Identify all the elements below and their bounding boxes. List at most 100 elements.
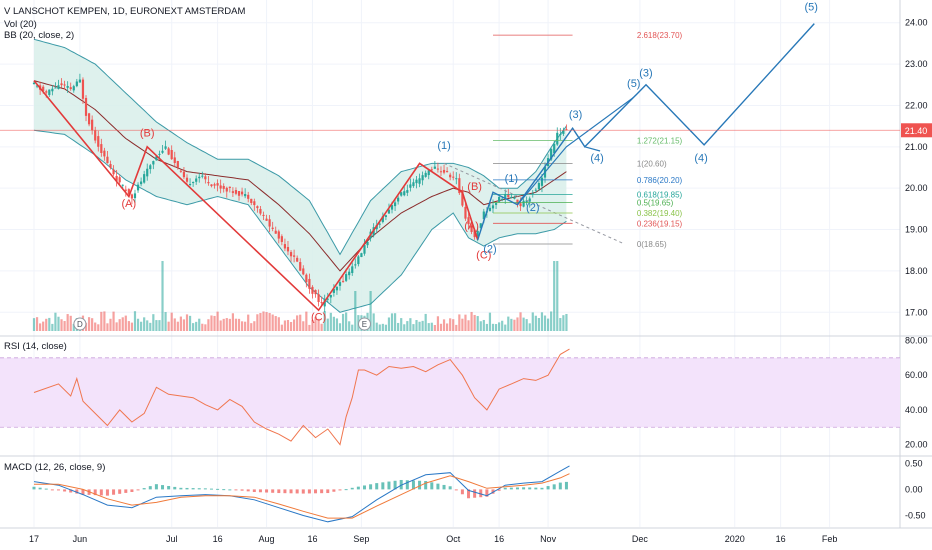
macd-histogram-bar xyxy=(307,489,311,494)
macd-histogram-bar xyxy=(81,489,85,495)
macd-histogram-bar xyxy=(240,489,244,491)
macd-histogram-bar xyxy=(271,489,275,493)
volume-bar xyxy=(152,314,155,331)
volume-bar xyxy=(546,318,550,331)
volume-bar xyxy=(498,322,501,331)
candle-body xyxy=(231,191,234,193)
volume-bar xyxy=(244,321,247,331)
candle-body xyxy=(412,182,415,187)
candle-body xyxy=(170,150,173,160)
volume-bar xyxy=(182,319,186,331)
macd-histogram-bar xyxy=(448,486,452,490)
candle-body xyxy=(201,175,204,177)
volume-bar xyxy=(390,313,394,331)
volume-bar xyxy=(409,318,412,331)
volume-bar xyxy=(293,319,296,331)
volume-bar xyxy=(467,320,470,331)
macd-histogram-bar xyxy=(424,481,428,490)
candle-body xyxy=(384,215,387,218)
macd-histogram-bar xyxy=(99,489,103,496)
volume-bar xyxy=(63,321,66,331)
wave-label-red: (B) xyxy=(467,181,482,193)
candle-body xyxy=(204,176,207,180)
candle-body xyxy=(357,256,360,265)
volume-bar xyxy=(265,312,268,331)
price-axis-tick: 21.00 xyxy=(905,142,928,152)
volume-bar xyxy=(412,324,415,331)
candle-body xyxy=(216,183,219,186)
macd-histogram-bar xyxy=(191,488,195,490)
macd-axis-tick: -0.50 xyxy=(905,511,926,521)
candle-body xyxy=(127,189,130,195)
macd-histogram-bar xyxy=(112,489,116,495)
volume-bar xyxy=(277,317,280,331)
macd-histogram-bar xyxy=(350,487,354,490)
volume-bar xyxy=(39,323,42,331)
volume-bar xyxy=(439,323,443,331)
volume-bar xyxy=(455,324,458,331)
volume-bar xyxy=(375,322,378,331)
volume-bar xyxy=(195,321,198,331)
volume-bar xyxy=(259,312,262,331)
candle-body xyxy=(152,161,155,165)
volume-bar xyxy=(519,312,522,331)
candle-body xyxy=(351,266,354,274)
macd-signal-line xyxy=(34,473,570,519)
volume-bars xyxy=(32,261,568,331)
candle-body xyxy=(228,186,231,188)
volume-bar xyxy=(531,312,534,331)
macd-histogram-bar xyxy=(75,489,79,494)
macd-histogram-bar xyxy=(528,487,532,490)
volume-bar xyxy=(424,313,427,331)
macd-histogram-bar xyxy=(142,488,146,490)
candle-body xyxy=(519,203,522,207)
macd-line xyxy=(33,465,570,523)
volume-bar xyxy=(121,317,124,331)
rsi-legend: RSI (14, close) xyxy=(4,341,67,352)
candle-body xyxy=(45,91,48,93)
volume-bar xyxy=(204,324,207,331)
wave-label-red: (C) xyxy=(311,312,326,324)
volume-bar xyxy=(247,314,250,331)
macd-histogram-bar xyxy=(228,489,232,491)
volume-bar xyxy=(329,312,332,331)
macd-histogram-bar xyxy=(154,484,158,490)
volume-bar xyxy=(51,323,54,331)
macd-histogram-bar xyxy=(442,484,446,490)
candle-body xyxy=(143,174,146,183)
candle-body xyxy=(106,156,109,164)
volume-bar xyxy=(167,321,170,331)
macd-histogram-bar xyxy=(509,487,513,490)
wave-label-blue: (4) xyxy=(694,152,707,164)
candle-body xyxy=(341,280,345,282)
candle-body xyxy=(94,130,97,141)
macd-histogram-bar xyxy=(222,489,226,491)
candle-body xyxy=(479,223,482,228)
macd-histogram-bar xyxy=(381,482,385,490)
volume-legend: Vol (20) xyxy=(4,19,37,30)
candle-body xyxy=(467,217,470,225)
volume-bar xyxy=(323,311,326,331)
macd-histogram-bar xyxy=(534,487,538,490)
macd-histogram-bar xyxy=(93,489,97,496)
macd-histogram-bar xyxy=(179,487,183,490)
macd-histogram-bar xyxy=(473,489,477,498)
candle-body xyxy=(498,197,501,202)
candle-body xyxy=(418,178,421,184)
candle-body xyxy=(87,113,91,125)
bollinger-lower xyxy=(33,129,567,313)
volume-bar xyxy=(452,319,455,331)
candle-body xyxy=(42,86,45,91)
candle-body xyxy=(192,182,195,184)
wave-label-blue: (1) xyxy=(437,140,450,152)
bollinger-fill xyxy=(34,39,567,313)
bollinger-upper xyxy=(33,38,567,256)
macd-histogram-bar xyxy=(356,486,360,490)
candle-body xyxy=(115,175,118,181)
volume-bar xyxy=(516,317,519,331)
volume-bar xyxy=(250,323,253,331)
candle-body xyxy=(57,85,60,90)
wave-label-red: (C) xyxy=(476,249,491,261)
